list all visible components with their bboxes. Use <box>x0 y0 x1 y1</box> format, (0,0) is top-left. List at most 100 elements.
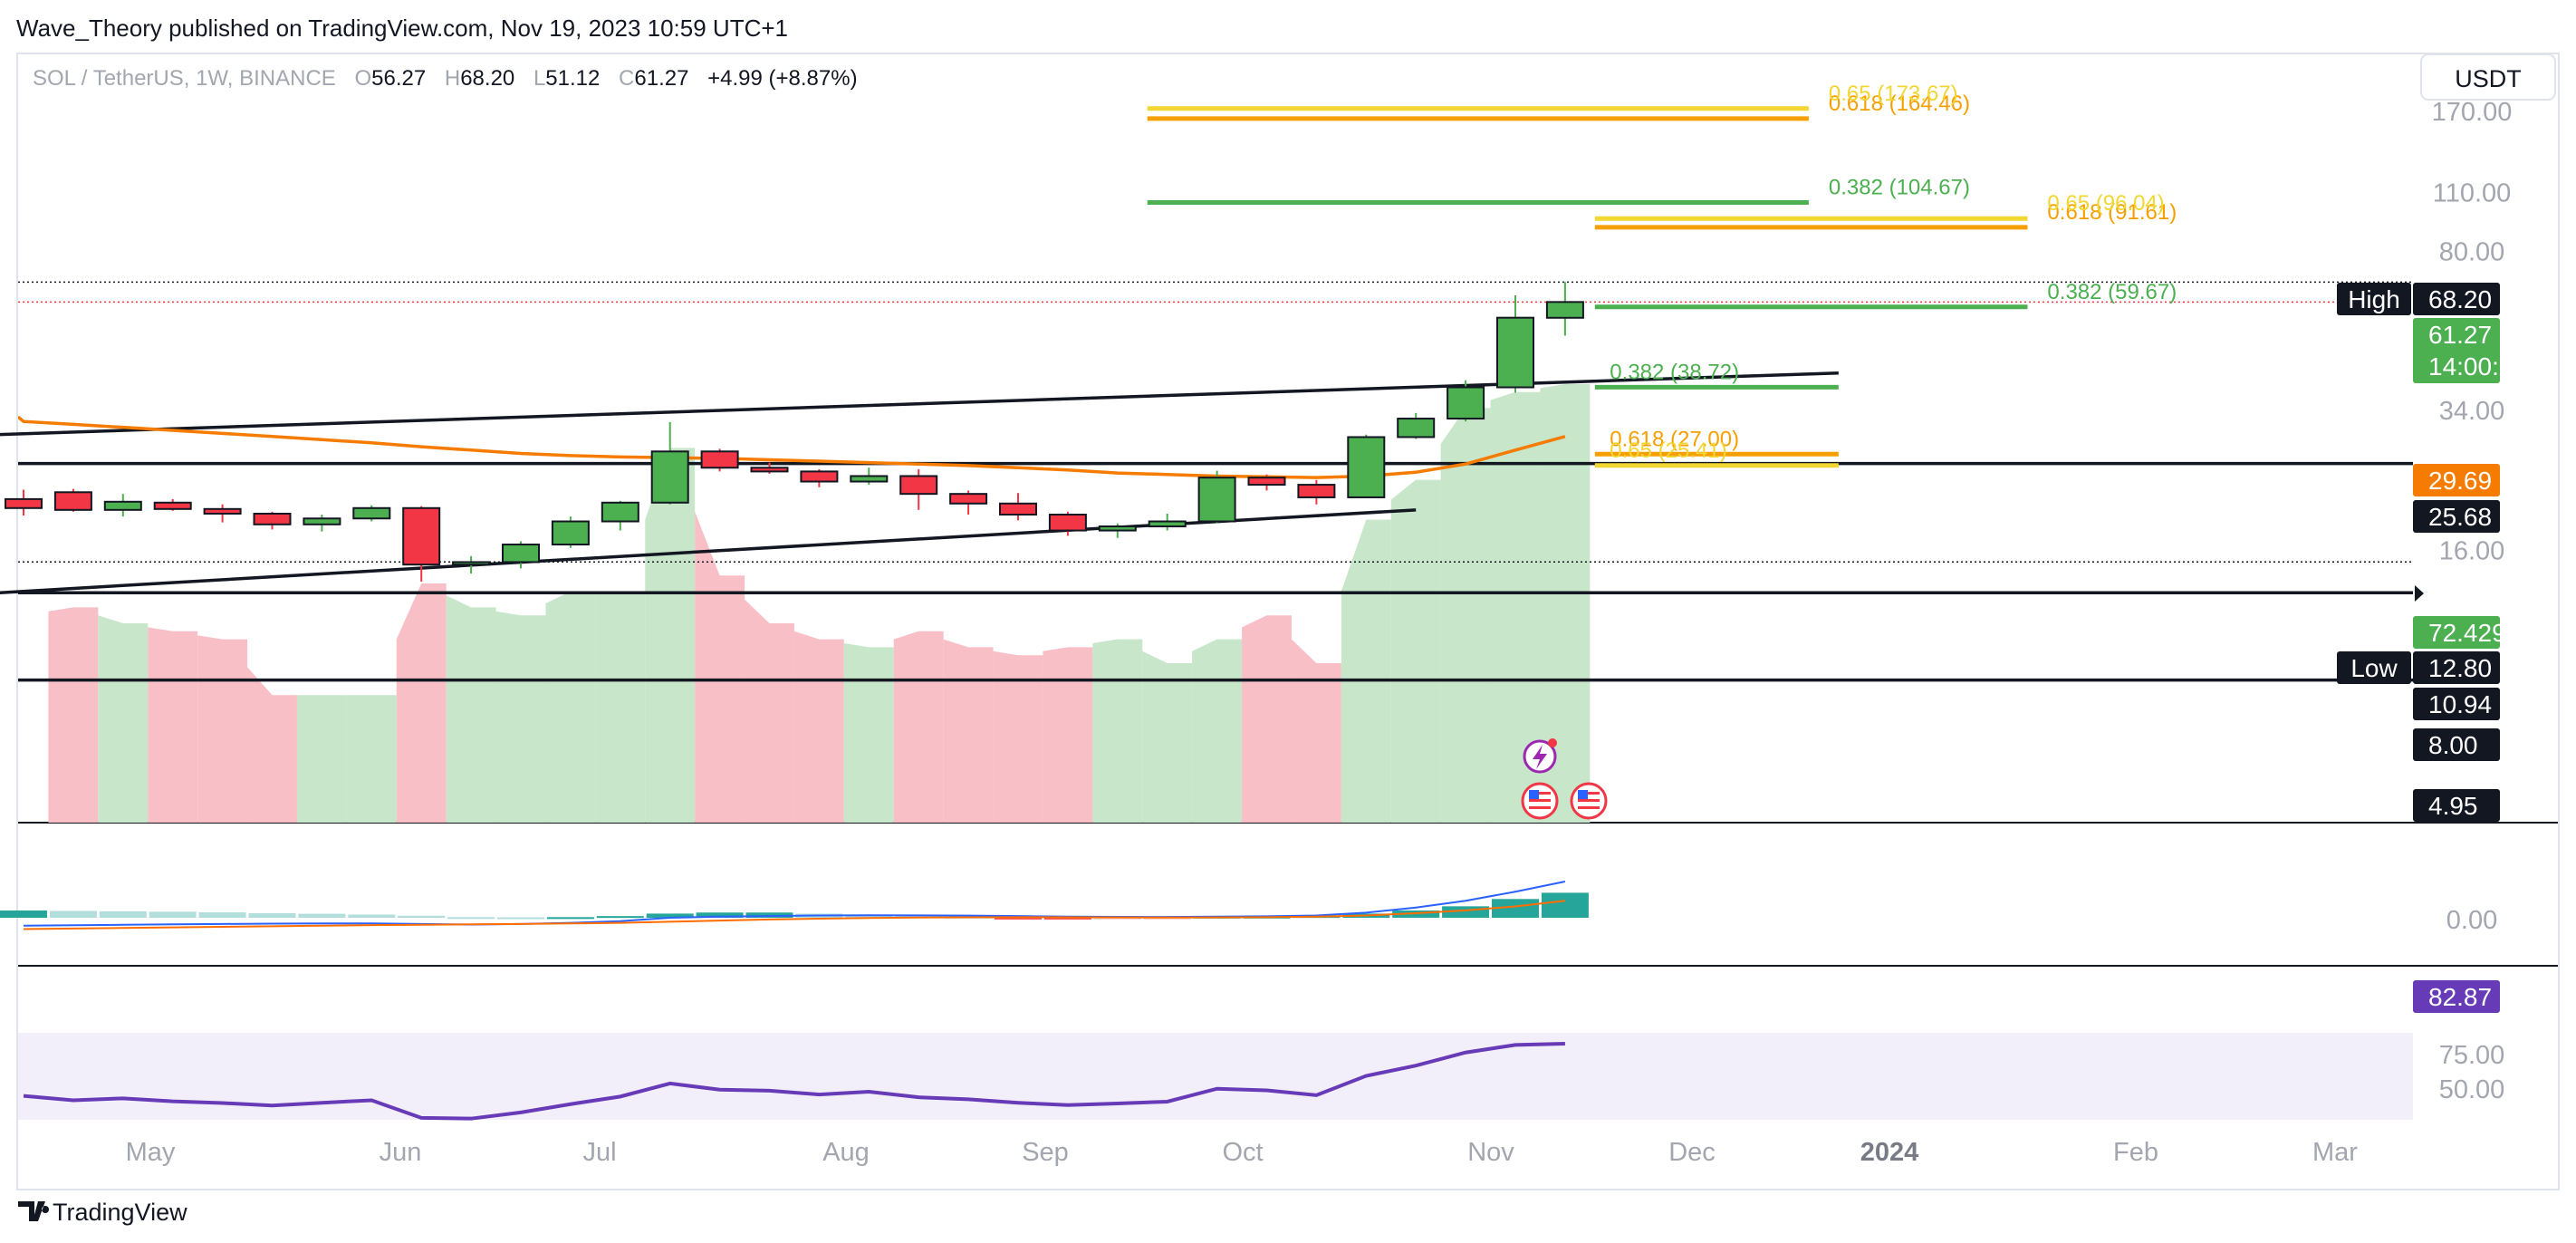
volume-segment <box>745 599 794 823</box>
macd-histogram-bar <box>198 912 246 918</box>
us-flag-icon[interactable] <box>1521 782 1559 820</box>
volume-segment <box>893 631 944 823</box>
macd-histogram-bar <box>1043 918 1091 920</box>
candle <box>1048 511 1087 536</box>
us-flag-icon[interactable] <box>1570 782 1608 820</box>
candles <box>5 282 1584 582</box>
volume-segment <box>1490 391 1541 823</box>
rsi-value-box <box>2413 980 2500 1013</box>
candle-body <box>1545 301 1584 319</box>
price-tag: 29.69 <box>2413 464 2500 496</box>
macd-histogram-bar <box>99 911 147 918</box>
ohlc-close-key: C <box>619 66 634 91</box>
candle <box>1148 513 1187 531</box>
candle <box>949 490 988 516</box>
price-tag-box <box>2413 318 2500 383</box>
candle <box>153 498 192 511</box>
candle-body <box>1496 316 1534 389</box>
candle-body <box>1048 514 1087 532</box>
arrow-right-icon[interactable] <box>2415 585 2424 602</box>
volume-segment <box>1540 384 1591 823</box>
macd-histogram-bar <box>248 912 296 918</box>
candle-body <box>999 502 1037 516</box>
rsi-tick-label: 75.00 <box>2439 1041 2505 1070</box>
tradingview-brand: TradingView <box>53 1199 187 1226</box>
price-tag-countdown: 14:00:29 <box>2428 352 2527 381</box>
candle <box>1545 282 1584 336</box>
ohlc-open-key: O <box>354 66 371 91</box>
price-tag-value: 10.94 <box>2428 690 2492 718</box>
candle-body <box>502 544 540 564</box>
fib-label: 0.382 (59.67) <box>2047 280 2177 304</box>
candle-body <box>1347 436 1386 498</box>
candle <box>402 506 441 582</box>
time-tick-label: Jun <box>380 1138 422 1167</box>
macd-histogram-bar <box>845 914 893 918</box>
fib-label: 0.65 (173.67) <box>1829 82 1958 106</box>
ohlc-low-key: L <box>533 66 545 91</box>
macd-histogram-bar <box>348 914 396 918</box>
volume-segment <box>1092 639 1143 823</box>
candle <box>899 468 938 510</box>
candle <box>1247 474 1286 491</box>
volume-segment <box>1142 650 1193 823</box>
volume-segment <box>1043 647 1093 823</box>
candle-body <box>103 500 142 511</box>
fib-label: 0.618 (27.00) <box>1610 427 1739 451</box>
price-tag-value: 72.429M <box>2428 619 2527 647</box>
macd-histogram-bar <box>596 916 644 919</box>
candle-body <box>1098 525 1137 532</box>
time-tick-label: Mar <box>2312 1138 2358 1167</box>
macd-line <box>23 881 1566 927</box>
rsi-value: 82.87 <box>2428 983 2492 1011</box>
svg-text:SOL / TetherUS, 1W, BINANCE: SOL / TetherUS, 1W, BINANCE O56.27 H68.2… <box>33 66 858 91</box>
fib-label: 0.65 (96.04) <box>2047 191 2164 216</box>
lightning-icon[interactable] <box>1523 738 1557 774</box>
macd-histogram-bar <box>49 911 97 918</box>
currency-button[interactable]: USDT <box>2420 53 2556 101</box>
candle-body <box>1397 418 1436 438</box>
candle-body <box>700 450 739 469</box>
candle <box>5 489 43 516</box>
price-tag-label-box <box>2337 651 2411 684</box>
rsi-band <box>18 1033 2413 1120</box>
time-tick-label: 2024 <box>1860 1138 1919 1167</box>
time-axis[interactable]: May Jun Jul Aug Sep Oct Nov Dec 2024 Feb Mar <box>126 1138 2359 1167</box>
volume-segment <box>943 639 994 823</box>
price-tag-value: 61.27 <box>2428 321 2492 349</box>
candle-body <box>601 501 639 523</box>
volume-segment <box>545 591 596 823</box>
ohlc-high-key: H <box>445 66 460 91</box>
volume-segment <box>1390 479 1441 823</box>
price-tag-value: 12.80 <box>2428 654 2492 682</box>
rsi-tick-label: 50.00 <box>2439 1075 2505 1104</box>
price-tag: 10.94 <box>2413 688 2500 720</box>
candle <box>700 448 739 472</box>
time-tick-label: Oct <box>1222 1138 1263 1167</box>
volume-segment <box>446 595 496 823</box>
candle <box>502 541 540 569</box>
fib-label: 0.618 (164.46) <box>1829 92 1970 116</box>
price-tick-label: 110.00 <box>2433 178 2512 207</box>
tradingview-logo[interactable]: TradingView <box>18 1199 187 1226</box>
price-tag-label: Low <box>2350 654 2398 682</box>
price-tag-label: High <box>2348 285 2400 313</box>
fib-label: 0.618 (91.61) <box>2047 200 2177 225</box>
time-tick-label: Nov <box>1467 1138 1514 1167</box>
macd-histogram-bar <box>0 910 47 918</box>
candle <box>1496 295 1534 393</box>
price-tag-box <box>2413 464 2500 496</box>
candle-body <box>949 493 988 505</box>
macd-histogram-bar <box>546 917 594 920</box>
candle <box>1347 434 1386 498</box>
price-tag: 72.429M <box>2413 616 2527 649</box>
price-tag-value: 68.20 <box>2428 285 2492 313</box>
candle-body <box>253 512 292 525</box>
time-tick-label: May <box>126 1138 176 1167</box>
volume-segment <box>495 611 546 823</box>
candle-body <box>1148 520 1187 528</box>
candle <box>800 468 839 487</box>
time-tick-label: Sep <box>1022 1138 1069 1167</box>
candle-body <box>1197 477 1236 523</box>
